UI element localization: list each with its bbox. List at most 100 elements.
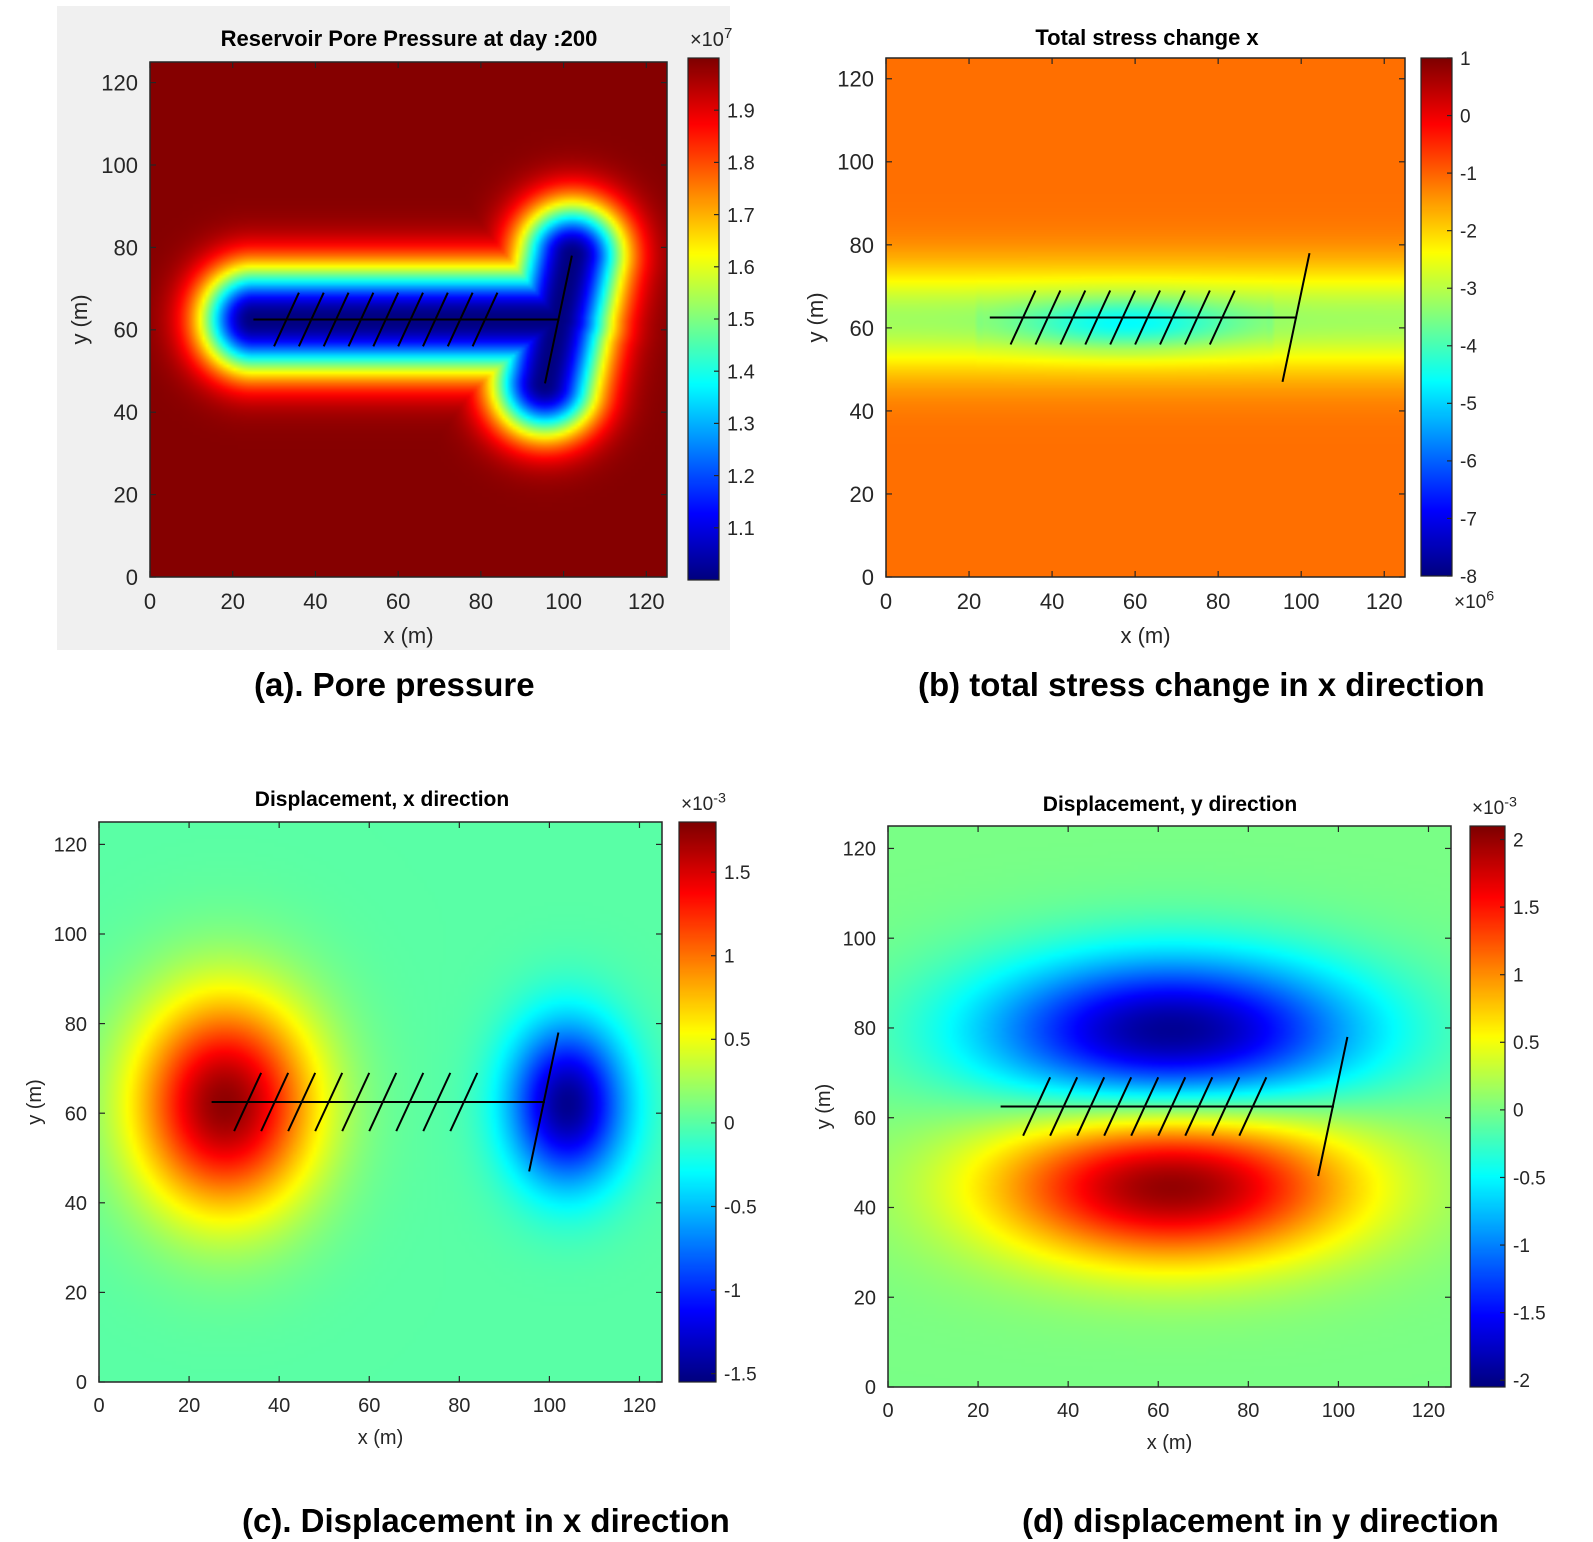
fracture-line <box>1103 1076 1133 1137</box>
colorbar-tick-label: 1 <box>724 947 735 968</box>
y-tick-label: 80 <box>65 1014 87 1036</box>
colorbar-tick-label: -4 <box>1460 337 1477 358</box>
x-tick-label: 60 <box>1123 589 1147 614</box>
panel-c: 0 20 40 60 80 100 120 0 20 40 60 80 100 120 x (m) y (m)… <box>24 788 757 1449</box>
panel-b-ylabel: y (m) <box>803 292 828 342</box>
y-tick-label: 60 <box>65 1103 87 1125</box>
y-tick-label: 80 <box>114 235 138 260</box>
colorbar-frame <box>1420 57 1453 577</box>
x-tick-label: 80 <box>1237 1400 1259 1422</box>
fracture-line <box>322 292 350 347</box>
colorbar-tick-label: -0.5 <box>1513 1168 1546 1189</box>
colorbar-gradient <box>1470 826 1505 1387</box>
colorbar-tick-label: 1.5 <box>724 863 750 884</box>
colorbar-tick-label: -0.5 <box>724 1197 757 1218</box>
panel-b: 0 20 40 60 80 100 120 0 20 40 60 80 100 120 x (m) y (m)… <box>803 25 1494 648</box>
colorbar-tick-label: -3 <box>1460 279 1477 300</box>
y-tick-label: 120 <box>843 839 876 861</box>
transverse-fracture <box>1317 1036 1349 1177</box>
panel-c-axes-box <box>98 821 663 1383</box>
colorbar-gradient <box>1421 58 1452 576</box>
fracture-line <box>1238 1076 1268 1137</box>
panel-a-axes-box <box>149 61 668 578</box>
caption-b: (b) total stress change in x direction <box>918 666 1485 703</box>
x-tick-label: 100 <box>1322 1400 1355 1422</box>
x-tick-label: 60 <box>386 589 410 614</box>
panel-b-xlabel: x (m) <box>1120 623 1170 648</box>
colorbar-tick-label: -5 <box>1460 394 1477 415</box>
fracture-line <box>1059 290 1087 345</box>
fracture-line <box>297 292 325 347</box>
panel-d-axes-box <box>887 825 1452 1388</box>
caption-d: (d) displacement in y direction <box>1022 1502 1499 1539</box>
y-tick-label: 80 <box>850 233 874 258</box>
fracture-line <box>273 292 300 347</box>
y-tick-label: 80 <box>854 1018 876 1040</box>
colorbar-tick-label: 0 <box>724 1114 735 1135</box>
y-tick-label: 20 <box>65 1283 87 1305</box>
y-tick-label: 0 <box>865 1377 876 1399</box>
x-tick-label: 60 <box>358 1395 380 1417</box>
colorbar-tick-label: 1.5 <box>727 309 755 331</box>
x-tick-label: 40 <box>1040 589 1064 614</box>
x-tick-label: 120 <box>1366 589 1403 614</box>
fracture-line <box>1184 290 1211 345</box>
panel-d-title: Displacement, y direction <box>1043 793 1297 816</box>
panel-d-xlabel: x (m) <box>1147 1432 1193 1454</box>
panel-b-title: Total stress change x <box>1035 25 1259 50</box>
x-tick-label: 120 <box>623 1395 656 1417</box>
x-tick-label: 40 <box>1057 1400 1079 1422</box>
fracture-line <box>1009 290 1037 345</box>
fracture-line <box>397 292 424 347</box>
y-tick-label: 60 <box>850 316 874 341</box>
colorbar-tick-label: 2 <box>1513 830 1524 851</box>
colorbar-tick-label: 1.9 <box>727 100 755 122</box>
x-tick-label: 0 <box>93 1395 104 1417</box>
colorbar-tick-label: 1 <box>1460 49 1471 70</box>
x-tick-label: 40 <box>268 1395 290 1417</box>
colorbar-tick-label: 1.8 <box>727 153 755 175</box>
y-tick-label: 40 <box>854 1198 876 1220</box>
colorbar-tick-label: 0.5 <box>1513 1033 1539 1054</box>
colorbar-tick-label: 1.2 <box>727 466 755 488</box>
transverse-fracture <box>1281 252 1311 383</box>
y-tick-label: 20 <box>114 483 138 508</box>
panel-b-wells <box>989 252 1311 383</box>
y-tick-label: 20 <box>854 1287 876 1309</box>
x-tick-label: 100 <box>1283 589 1320 614</box>
colorbar-tick-label: 1.1 <box>727 518 755 540</box>
fracture-line <box>1159 290 1186 345</box>
transverse-fracture <box>528 1032 560 1172</box>
fracture-line <box>395 1072 425 1132</box>
panel-c-title: Displacement, x direction <box>255 788 509 811</box>
colorbar-tick-label: -6 <box>1460 452 1477 473</box>
colorbar-frame <box>678 821 717 1383</box>
x-tick-label: 80 <box>1206 589 1230 614</box>
x-tick-label: 0 <box>882 1400 893 1422</box>
fracture-line <box>1184 1076 1214 1137</box>
fracture-line <box>347 292 375 347</box>
x-tick-label: 80 <box>448 1395 470 1417</box>
colorbar-gradient <box>688 58 719 580</box>
colorbar-frame <box>1469 825 1506 1388</box>
x-tick-label: 120 <box>1412 1400 1445 1422</box>
fracture-line <box>233 1072 263 1132</box>
colorbar-tick-label: -1 <box>1460 164 1477 185</box>
colorbar-tick-label: 1.6 <box>727 257 755 279</box>
colorbar-tick-label: 0 <box>1513 1101 1524 1122</box>
caption-c: (c). Displacement in x direction <box>242 1502 730 1539</box>
y-tick-label: 0 <box>126 565 138 590</box>
panel-a-wells <box>253 255 573 384</box>
y-tick-label: 40 <box>65 1193 87 1215</box>
panel-a-title: Reservoir Pore Pressure at day :200 <box>221 26 598 51</box>
y-tick-label: 40 <box>114 400 138 425</box>
panel-a-colorbar: 1.11.21.31.41.51.61.71.81.9×107 <box>687 25 755 581</box>
panel-a: 0 20 40 60 80 100 120 0 20 40 60 80 100 120 x (m) y (m)… <box>57 6 755 650</box>
y-tick-label: 0 <box>862 565 874 590</box>
fracture-line <box>1022 1076 1052 1137</box>
colorbar-tick-label: 1.7 <box>727 205 755 227</box>
panel-c-colorbar: 1.5 1 0.5 0 -0.5 -1 -1.5 ×10-3 <box>678 790 757 1385</box>
fracture-line <box>1109 290 1137 345</box>
fracture-line <box>314 1072 344 1132</box>
